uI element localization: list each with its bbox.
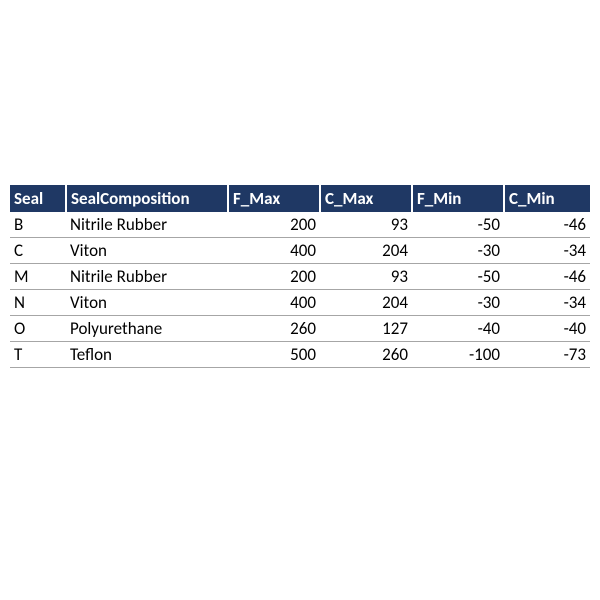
cell-fmax: 260	[228, 316, 320, 342]
cell-cmin: -40	[504, 316, 590, 342]
cell-cmin: -34	[504, 238, 590, 264]
table-row: O Polyurethane 260 127 -40 -40	[10, 316, 590, 342]
cell-cmin: -46	[504, 264, 590, 290]
cell-fmin: -40	[412, 316, 504, 342]
table-row: N Viton 400 204 -30 -34	[10, 290, 590, 316]
cell-comp: Nitrile Rubber	[66, 212, 228, 238]
table-header: Seal SealComposition F_Max C_Max F_Min C…	[10, 185, 590, 212]
header-row: Seal SealComposition F_Max C_Max F_Min C…	[10, 185, 590, 212]
table-row: C Viton 400 204 -30 -34	[10, 238, 590, 264]
cell-seal: M	[10, 264, 66, 290]
col-header-cmax: C_Max	[320, 185, 412, 212]
cell-seal: O	[10, 316, 66, 342]
cell-comp: Polyurethane	[66, 316, 228, 342]
cell-fmax: 400	[228, 290, 320, 316]
cell-fmin: -100	[412, 342, 504, 368]
cell-cmin: -46	[504, 212, 590, 238]
cell-comp: Teflon	[66, 342, 228, 368]
col-header-fmin: F_Min	[412, 185, 504, 212]
cell-fmax: 200	[228, 212, 320, 238]
cell-cmin: -73	[504, 342, 590, 368]
table-row: M Nitrile Rubber 200 93 -50 -46	[10, 264, 590, 290]
table-row: T Teflon 500 260 -100 -73	[10, 342, 590, 368]
cell-fmin: -30	[412, 290, 504, 316]
cell-seal: T	[10, 342, 66, 368]
cell-cmax: 93	[320, 264, 412, 290]
cell-cmin: -34	[504, 290, 590, 316]
seal-table-container: Seal SealComposition F_Max C_Max F_Min C…	[10, 185, 590, 368]
cell-seal: C	[10, 238, 66, 264]
cell-cmax: 260	[320, 342, 412, 368]
cell-cmax: 204	[320, 238, 412, 264]
cell-fmax: 400	[228, 238, 320, 264]
cell-fmin: -50	[412, 264, 504, 290]
table-body: B Nitrile Rubber 200 93 -50 -46 C Viton …	[10, 212, 590, 368]
cell-cmax: 93	[320, 212, 412, 238]
cell-fmax: 500	[228, 342, 320, 368]
cell-comp: Nitrile Rubber	[66, 264, 228, 290]
cell-fmin: -50	[412, 212, 504, 238]
cell-seal: N	[10, 290, 66, 316]
cell-fmax: 200	[228, 264, 320, 290]
cell-fmin: -30	[412, 238, 504, 264]
col-header-comp: SealComposition	[66, 185, 228, 212]
cell-cmax: 127	[320, 316, 412, 342]
seal-table: Seal SealComposition F_Max C_Max F_Min C…	[10, 185, 590, 368]
table-row: B Nitrile Rubber 200 93 -50 -46	[10, 212, 590, 238]
cell-cmax: 204	[320, 290, 412, 316]
col-header-seal: Seal	[10, 185, 66, 212]
cell-comp: Viton	[66, 238, 228, 264]
cell-seal: B	[10, 212, 66, 238]
col-header-cmin: C_Min	[504, 185, 590, 212]
col-header-fmax: F_Max	[228, 185, 320, 212]
cell-comp: Viton	[66, 290, 228, 316]
